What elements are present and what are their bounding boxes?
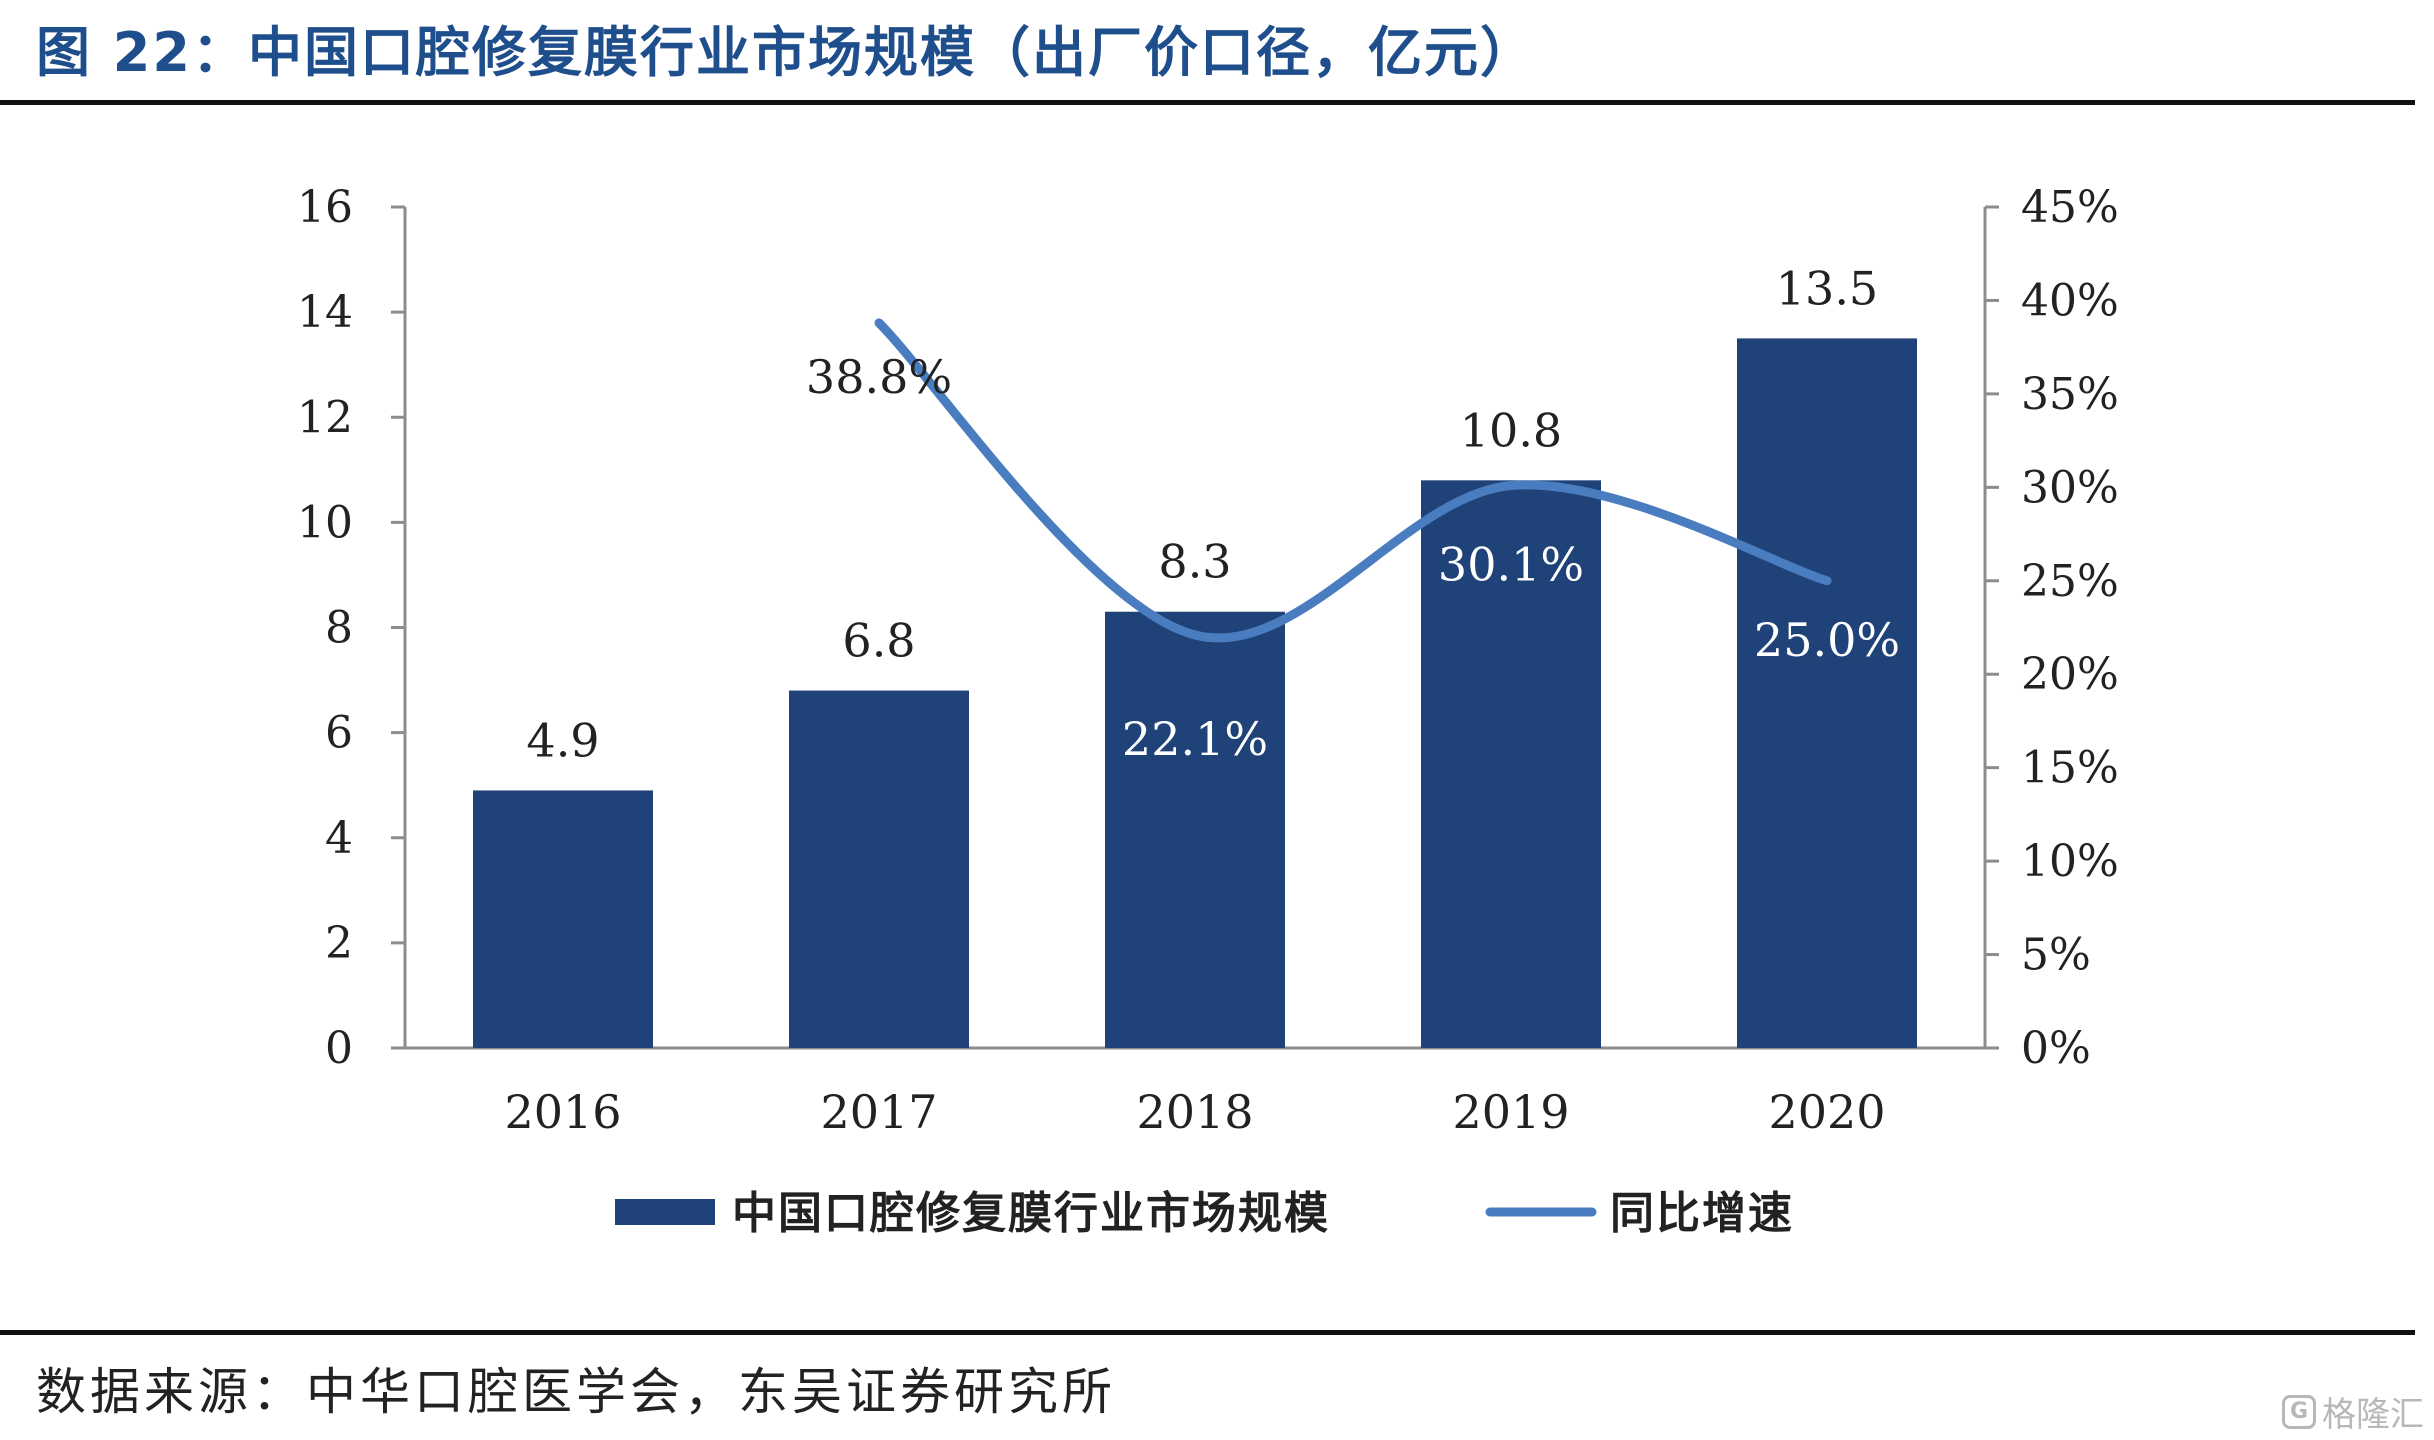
growth-value-label: 22.1%: [1122, 712, 1268, 766]
growth-value-label: 25.0%: [1754, 613, 1900, 667]
watermark-text: 格隆汇: [2322, 1395, 2424, 1435]
left-tick-label: 2: [325, 918, 353, 969]
left-tick-label: 16: [297, 182, 353, 233]
bar: [473, 790, 653, 1048]
left-tick-label: 8: [325, 603, 353, 654]
growth-value-label: 38.8%: [806, 350, 952, 404]
growth-line-path: [874, 318, 1832, 643]
right-tick-label: 10%: [2021, 836, 2119, 887]
bar: [1421, 480, 1601, 1048]
bars: [473, 338, 1917, 1048]
chart: 0 2 4 6 8 10 12 14 16 0% 5% 10% 15% 20% 25% 30% 35% 40% 45…: [297, 182, 2119, 1239]
bar-value-label: 6.8: [842, 614, 915, 668]
bottom-rule: [0, 1330, 2415, 1335]
legend-bar-label: 中国口腔修复膜行业市场规模: [732, 1188, 1330, 1239]
right-tick-label: 20%: [2021, 649, 2119, 700]
bar: [1737, 338, 1917, 1048]
bar-value-label: 10.8: [1460, 403, 1562, 457]
growth-line: [874, 318, 1832, 643]
bar: [1105, 611, 1285, 1048]
left-tick-label: 4: [325, 813, 353, 864]
right-tick-label: 25%: [2021, 556, 2119, 607]
right-tick-label: 15%: [2021, 743, 2119, 794]
legend-bar-swatch: [615, 1199, 715, 1225]
watermark: G 格隆汇: [2282, 1387, 2424, 1436]
axes: 0 2 4 6 8 10 12 14 16 0% 5% 10% 15% 20% 25% 30% 35% 40% 45…: [297, 182, 2119, 1139]
bar-value-label: 8.3: [1158, 535, 1231, 589]
x-tick-label: 2017: [820, 1085, 937, 1139]
left-tick-label: 12: [297, 392, 353, 443]
figure-title: 图 22：中国口腔修复膜行业市场规模（出厂价口径，亿元）: [36, 21, 1536, 84]
left-tick-label: 0: [325, 1023, 353, 1074]
top-rule: [0, 100, 2415, 105]
watermark-logo-icon: G: [2282, 1394, 2316, 1429]
right-tick-label: 0%: [2021, 1023, 2091, 1074]
x-tick-label: 2018: [1136, 1085, 1253, 1139]
right-tick-label: 35%: [2021, 369, 2119, 420]
right-tick-label: 5%: [2021, 930, 2091, 981]
x-tick-label: 2019: [1452, 1085, 1569, 1139]
data-labels: 4.9 6.8 8.3 10.8 13.5 38.8% 22.1% 30.1% 25.0%: [526, 261, 1900, 767]
growth-value-label: 30.1%: [1438, 537, 1584, 591]
x-tick-label: 2016: [504, 1085, 621, 1139]
x-tick-label: 2020: [1768, 1085, 1885, 1139]
right-tick-label: 40%: [2021, 275, 2119, 326]
bar: [789, 690, 969, 1048]
bar-value-label: 4.9: [526, 713, 599, 767]
bar-value-label: 13.5: [1776, 261, 1878, 315]
source-note: 数据来源：中华口腔医学会，东吴证券研究所: [36, 1363, 1116, 1421]
legend: 中国口腔修复膜行业市场规模 同比增速: [615, 1188, 1794, 1239]
left-tick-label: 14: [297, 287, 353, 338]
left-tick-label: 6: [325, 708, 353, 759]
right-tick-label: 45%: [2021, 182, 2119, 233]
right-tick-label: 30%: [2021, 462, 2119, 513]
legend-line-label: 同比增速: [1610, 1188, 1794, 1239]
left-tick-label: 10: [297, 497, 353, 548]
